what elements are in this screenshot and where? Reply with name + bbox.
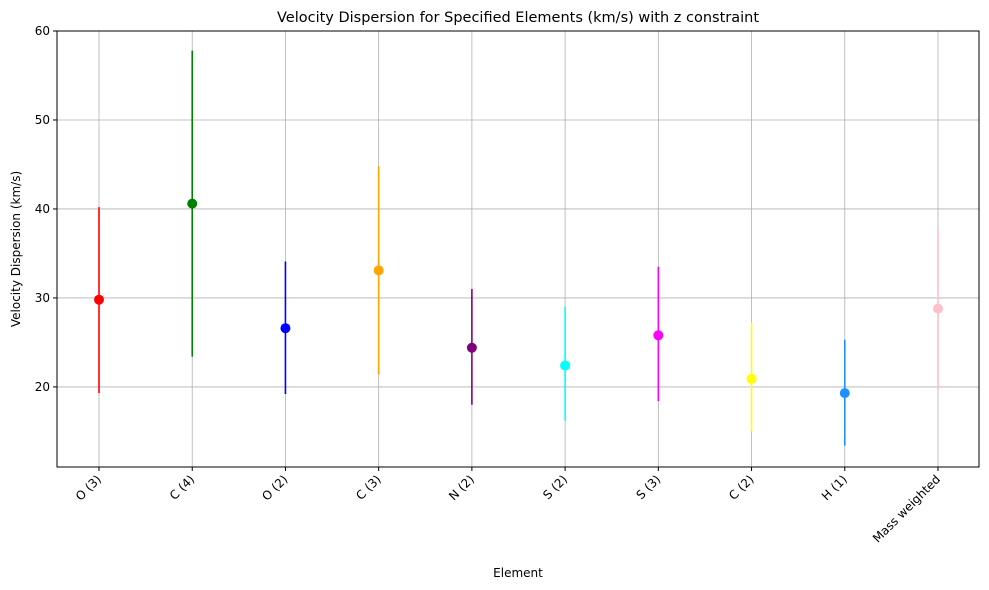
data-point: [746, 373, 757, 384]
data-point: [933, 303, 943, 314]
x-axis-ticks: O (3) C (4) O (2) C (3) N (2) S (2) S (3) C (2)…: [73, 467, 943, 545]
data-point: [373, 265, 384, 276]
x-axis-label: Element: [493, 566, 543, 580]
x-tick-label: Mass weighted: [870, 472, 943, 545]
data-point: [94, 294, 104, 305]
x-tick-label: C (2): [726, 472, 757, 503]
y-tick-label: 20: [35, 380, 50, 394]
chart-title: Velocity Dispersion for Specified Elemen…: [277, 10, 759, 26]
grid: [57, 30, 979, 467]
x-tick-label: H (1): [819, 472, 850, 503]
plot-frame: [56, 30, 980, 468]
x-tick-label: O (2): [259, 472, 290, 503]
y-axis-label: Velocity Dispersion (km/s): [9, 171, 23, 327]
x-tick-label: C (4): [167, 472, 198, 503]
x-tick-label: N (2): [446, 472, 477, 503]
y-tick-label: 40: [35, 202, 50, 216]
data-point: [560, 360, 571, 371]
y-tick-label: 60: [35, 24, 50, 38]
y-axis-ticks: 20 30 40 50 60: [35, 24, 57, 394]
data-point: [839, 388, 850, 399]
data-point: [187, 198, 198, 209]
data-points: [94, 198, 943, 399]
x-tick-label: C (3): [353, 472, 384, 503]
x-tick-label: O (3): [73, 472, 104, 503]
data-point: [653, 330, 664, 341]
data-point: [280, 323, 291, 334]
data-point: [466, 342, 477, 353]
y-tick-label: 30: [35, 291, 50, 305]
x-tick-label: S (3): [633, 472, 663, 502]
x-tick-label: S (2): [540, 472, 570, 502]
error-bars: [98, 50, 939, 446]
y-tick-label: 50: [35, 113, 50, 127]
